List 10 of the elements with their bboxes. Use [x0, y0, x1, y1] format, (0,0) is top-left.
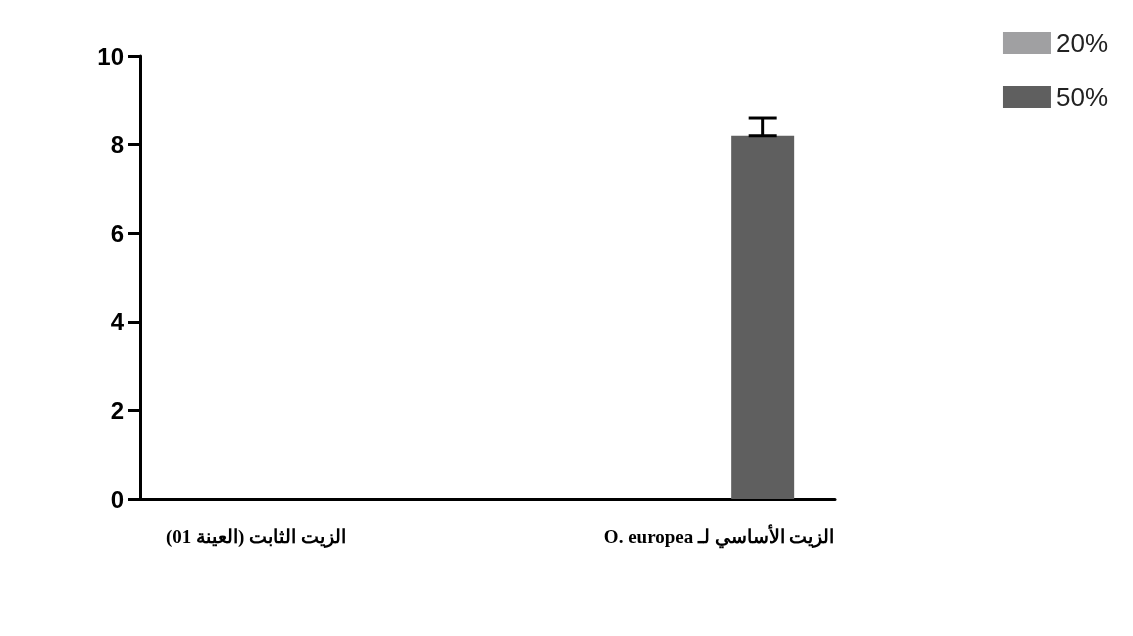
y-tick-label: 10: [97, 42, 124, 70]
y-tick-label: 0: [110, 485, 124, 513]
x-tick-label: الزيت الثابت (العينة 01): [165, 526, 346, 548]
legend-label: 50%: [1055, 82, 1109, 112]
legend-label: 20%: [1055, 28, 1109, 58]
y-tick-label: 2: [110, 396, 124, 424]
y-tick-label: 4: [110, 308, 125, 336]
x-tick-label: الزيت الأساسي لـ O. europea: [603, 524, 835, 549]
y-tick-label: 6: [110, 219, 124, 247]
y-tick-label: 8: [110, 131, 124, 159]
